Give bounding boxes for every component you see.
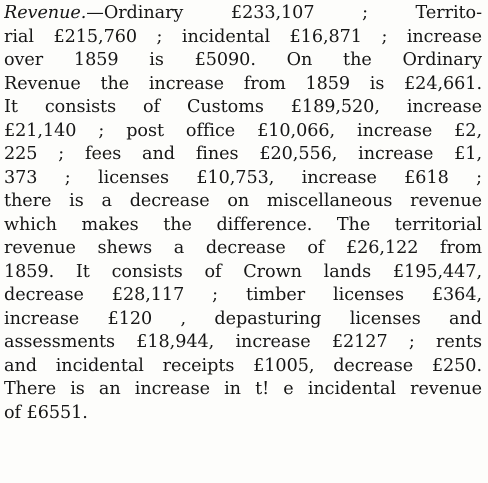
article-line: increase £120 , depasturing licenses and — [4, 308, 482, 329]
article-line: There is an increase in t! e incidental … — [4, 379, 482, 399]
lead-word: Revenue. — [4, 3, 87, 23]
article-line: It consists of Customs £189,520, increas… — [4, 97, 482, 117]
article-line: and incidental receipts £1005, decrease … — [4, 355, 482, 376]
article-line: assessments £18,944, increase £2127 ; re… — [4, 332, 482, 352]
article-line: decrease £28,117 ; timber licenses £364, — [4, 285, 482, 305]
article-line-text: —Ordinary £233,107 ; Territo- — [86, 3, 482, 23]
article-line: 225 ; fees and fines £20,556, increase £… — [4, 144, 482, 164]
article-line: there is a decrease on miscellaneous rev… — [4, 191, 482, 211]
article-line: 373 ; licenses £10,753, increase £618 ; — [4, 167, 482, 188]
article-line: Revenue the increase from 1859 is £24,66… — [4, 73, 482, 94]
article-line: Revenue.—Ordinary £233,107 ; Territo- — [4, 2, 482, 26]
article-line: over 1859 is £5090. On the Ordinary — [4, 50, 482, 70]
article-line: 1859. It consists of Crown lands £195,44… — [4, 261, 482, 282]
article-line-last: of £6551. — [4, 402, 88, 423]
revenue-article: Revenue.—Ordinary £233,107 ; Territo- ri… — [4, 2, 482, 425]
article-line: revenue shews a decrease of £26,122 from — [4, 238, 482, 258]
article-line: which makes the difference. The territor… — [4, 214, 482, 235]
article-line: £21,140 ; post office £10,066, increase … — [4, 120, 482, 141]
article-line: rial £215,760 ; incidental £16,871 ; inc… — [4, 26, 482, 47]
